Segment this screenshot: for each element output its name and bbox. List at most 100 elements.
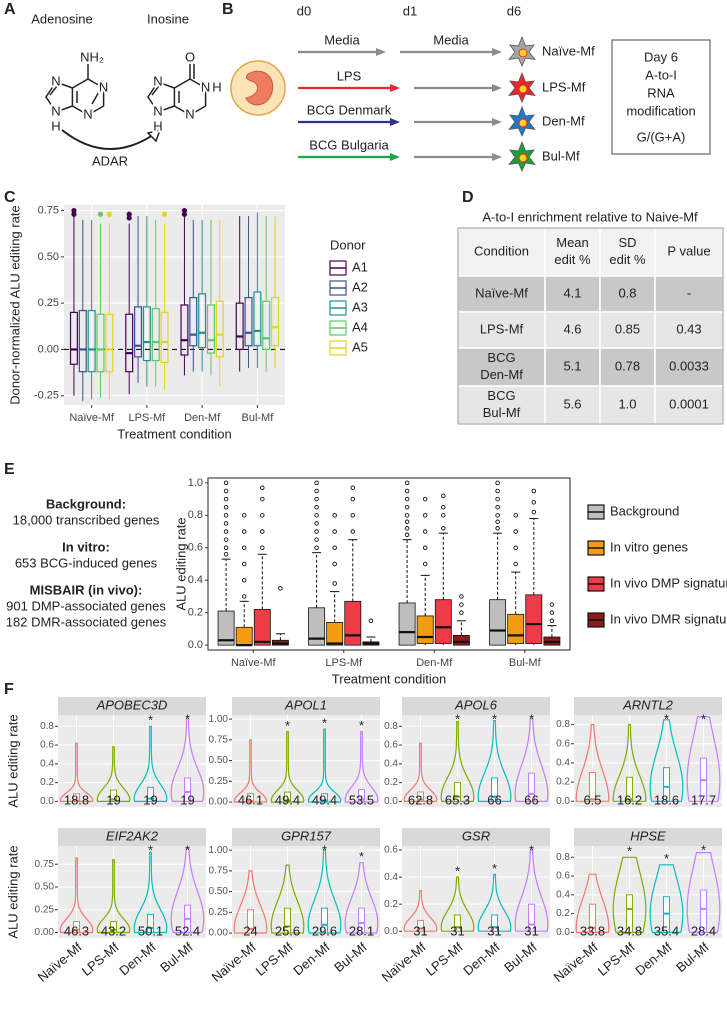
mean-label: 46.3 [64, 923, 89, 938]
outlier [241, 529, 247, 534]
y-tick-label: 0.6 [188, 542, 203, 554]
mean-label: 43.2 [101, 923, 126, 938]
box [235, 302, 244, 351]
y-tick-label: 0.25 [35, 904, 55, 915]
outlier [314, 496, 319, 502]
outlier [350, 513, 356, 518]
plot-background [574, 846, 722, 938]
significance-star: * [664, 851, 669, 866]
atom-label: NH₂ [80, 49, 104, 64]
x-tick-label: LPS-Mf [79, 939, 122, 979]
violin [59, 857, 94, 934]
outlier [404, 513, 410, 518]
facet-title: APOBEC3D [96, 697, 168, 712]
ring-bonds [45, 81, 73, 113]
y-tick-label: 0.75 [209, 866, 229, 877]
box [262, 300, 271, 351]
table-border [457, 227, 724, 425]
cell-label: LPS-Mf [542, 79, 586, 94]
box [253, 291, 262, 347]
facet-strip [574, 697, 722, 715]
outlier [260, 529, 265, 534]
outlier [332, 513, 337, 518]
treatment-label: LPS [337, 68, 362, 83]
legend-label: A1 [352, 259, 368, 274]
arrowhead [376, 48, 386, 56]
outlier [495, 513, 500, 518]
mean-label: 25.6 [275, 923, 300, 938]
box [507, 613, 525, 644]
violin [307, 849, 342, 934]
violin-box [700, 889, 707, 933]
significance-star: * [322, 716, 327, 731]
readout-text: modification [626, 103, 695, 118]
table-cell [599, 275, 656, 313]
y-tick-label: 0.4 [384, 758, 398, 769]
mean-label: 24 [243, 923, 257, 938]
x-tick-label: Den-Mf [632, 939, 675, 978]
mean-label: 29.6 [312, 923, 337, 938]
outlier [106, 211, 112, 217]
y-tick-label: 0.0 [40, 796, 54, 807]
facet-title: ARNTL2 [622, 697, 674, 712]
violin [440, 721, 475, 802]
y-tick-label: 0.00 [209, 928, 229, 939]
box [434, 599, 452, 644]
group-text: 901 DMP-associated genes [6, 598, 166, 613]
outlier [223, 513, 229, 518]
atom-label: N [51, 103, 60, 118]
violin-box [626, 776, 633, 802]
mean-label: 31 [450, 923, 464, 938]
y-tick-label: 0.8 [40, 721, 54, 732]
violin [270, 864, 305, 934]
y-tick-label: 0.75 [35, 859, 55, 870]
mean-label: 31 [487, 923, 501, 938]
plot-background [402, 846, 550, 938]
legend-label: In vivo DMP signature [610, 575, 727, 590]
reaction-arrow [61, 129, 161, 150]
y-tick-label: 0.2 [384, 899, 398, 910]
macrophage-nucleus [518, 48, 528, 58]
y-tick-label: 0.0 [188, 639, 203, 651]
outlier [260, 496, 265, 502]
outlier [549, 618, 555, 624]
outlier [350, 496, 356, 502]
violin-box [589, 772, 596, 802]
outlier [495, 488, 500, 494]
plot-background [402, 715, 550, 807]
y-tick-label: 0.50 [209, 755, 229, 766]
day-label: d1 [403, 3, 417, 18]
x-tick-label: Bul-Mf [331, 939, 370, 975]
y-tick-label: 0.6 [384, 845, 398, 856]
violin [96, 746, 131, 802]
outlier [71, 211, 77, 217]
violin [440, 876, 475, 932]
box [398, 602, 416, 646]
outlier [459, 602, 464, 607]
significance-star: * [455, 864, 460, 879]
outlier [422, 513, 428, 518]
x-tick-label: Naïve-Mf [231, 657, 277, 669]
outlier [513, 561, 518, 567]
facet-title: GSR [462, 828, 490, 843]
outlier [314, 521, 319, 526]
y-tick-label: 0.2 [188, 607, 203, 619]
y-tick-label: 0.50 [35, 882, 55, 893]
violin-box [491, 777, 498, 802]
outlier [495, 480, 500, 486]
legend-label: In vivo DMR signature [610, 611, 727, 626]
y-tick-label: 0.4 [556, 758, 570, 769]
outlier [495, 496, 500, 502]
table-title: A-to-I enrichment relative to Naive-Mf [482, 209, 698, 224]
box [215, 300, 224, 358]
violin [649, 719, 684, 802]
table-cell [544, 311, 601, 349]
arrowhead [390, 153, 400, 161]
mean-label: 34.8 [617, 923, 642, 938]
readout-text: Day 6 [644, 49, 678, 64]
x-tick-label: Den-Mf [290, 939, 333, 978]
y-tick-label: 0.8 [556, 852, 570, 863]
atom-label: N [185, 106, 194, 121]
panel-label: B [222, 1, 234, 18]
panel-label: D [462, 189, 474, 206]
